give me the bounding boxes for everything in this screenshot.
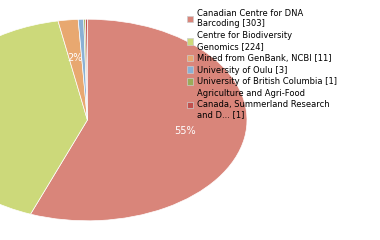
Text: 2%: 2% bbox=[68, 53, 83, 63]
Legend: Canadian Centre for DNA
Barcoding [303], Centre for Biodiversity
Genomics [224],: Canadian Centre for DNA Barcoding [303],… bbox=[187, 9, 337, 119]
Wedge shape bbox=[86, 19, 87, 120]
Wedge shape bbox=[84, 19, 87, 120]
Wedge shape bbox=[78, 19, 87, 120]
Text: 55%: 55% bbox=[174, 126, 196, 136]
Wedge shape bbox=[0, 21, 87, 214]
Wedge shape bbox=[30, 19, 247, 221]
Wedge shape bbox=[58, 19, 87, 120]
